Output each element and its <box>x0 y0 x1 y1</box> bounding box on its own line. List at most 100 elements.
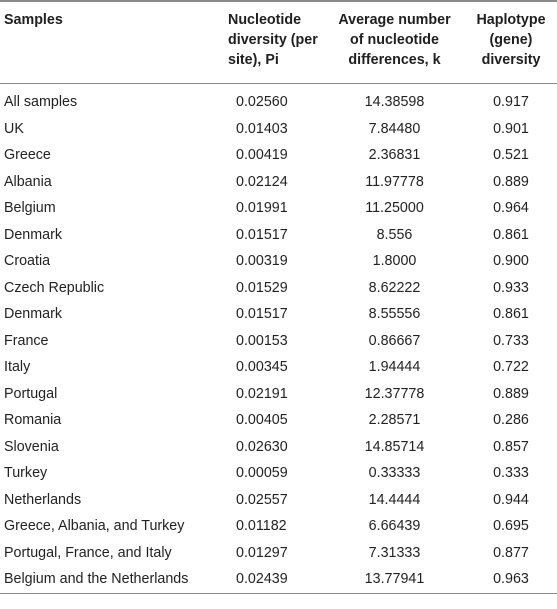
cell-pi: 0.00319 <box>236 253 288 270</box>
table-row: Portugal, France, and Italy 0.01297 7.3133… <box>0 540 557 567</box>
cell-haplotype-diversity: 0.861 <box>493 226 529 243</box>
cell-haplotype-diversity: 0.877 <box>493 544 529 561</box>
table-row: Croatia 0.00319 1.8000 0.900 <box>0 248 557 275</box>
cell-haplotype-diversity: 0.733 <box>493 332 529 349</box>
cell-k: 2.36831 <box>368 147 421 164</box>
cell-haplotype-diversity: 0.964 <box>493 200 529 217</box>
cell-sample: Albania <box>4 173 52 190</box>
cell-pi: 0.02124 <box>236 173 288 190</box>
table-row: Denmark 0.01517 8.55556 0.861 <box>0 301 557 328</box>
table-row: Romania 0.00405 2.28571 0.286 <box>0 407 557 434</box>
cell-pi: 0.01517 <box>236 226 288 243</box>
cell-k: 0.86667 <box>368 332 421 349</box>
cell-sample: Belgium <box>4 200 56 217</box>
cell-k: 8.62222 <box>368 279 421 296</box>
cell-sample: Netherlands <box>4 491 82 508</box>
table-row: Greece, Albania, and Turkey 0.01182 6.6643… <box>0 513 557 540</box>
table-row: Belgium 0.01991 11.25000 0.964 <box>0 195 557 222</box>
cell-pi: 0.01517 <box>236 306 288 323</box>
cell-pi: 0.01403 <box>236 120 288 137</box>
cell-sample: Portugal, France, and Italy <box>4 544 172 561</box>
table-row: Netherlands 0.02557 14.4444 0.944 <box>0 487 557 514</box>
table-row: Italy 0.00345 1.94444 0.722 <box>0 354 557 381</box>
cell-pi: 0.02191 <box>236 385 288 402</box>
cell-sample: Belgium and the Netherlands <box>4 571 189 588</box>
cell-sample: Romania <box>4 412 62 429</box>
cell-sample: Czech Republic <box>4 279 105 296</box>
cell-sample: Turkey <box>4 465 48 482</box>
table-row: Greece 0.00419 2.36831 0.521 <box>0 142 557 169</box>
cell-haplotype-diversity: 0.933 <box>493 279 529 296</box>
cell-pi: 0.02560 <box>236 94 288 111</box>
cell-haplotype-diversity: 0.889 <box>493 173 529 190</box>
cell-k: 12.37778 <box>364 385 425 402</box>
cell-k: 13.77941 <box>364 571 425 588</box>
cell-k: 1.94444 <box>368 359 421 376</box>
cell-pi: 0.01297 <box>236 544 288 561</box>
cell-sample: Portugal <box>4 385 58 402</box>
cell-pi: 0.00419 <box>236 147 288 164</box>
cell-pi: 0.01182 <box>236 518 287 535</box>
table-row: Czech Republic 0.01529 8.62222 0.933 <box>0 275 557 302</box>
cell-pi: 0.02557 <box>236 491 288 508</box>
cell-haplotype-diversity: 0.722 <box>493 359 529 376</box>
cell-sample: Greece, Albania, and Turkey <box>4 518 185 535</box>
table-row: Slovenia 0.02630 14.85714 0.857 <box>0 434 557 461</box>
table-row: France 0.00153 0.86667 0.733 <box>0 328 557 355</box>
cell-pi: 0.02439 <box>236 571 288 588</box>
cell-haplotype-diversity: 0.900 <box>493 253 529 270</box>
cell-k: 14.85714 <box>364 438 425 455</box>
cell-pi: 0.00405 <box>236 412 288 429</box>
table-body: All samples 0.02560 14.38598 0.917 UK 0.01403… <box>0 84 557 593</box>
cell-sample: France <box>4 332 49 349</box>
cell-haplotype-diversity: 0.521 <box>493 147 529 164</box>
cell-k: 6.66439 <box>368 518 421 535</box>
cell-haplotype-diversity: 0.963 <box>493 571 529 588</box>
cell-haplotype-diversity: 0.333 <box>493 465 529 482</box>
cell-sample: Italy <box>4 359 31 376</box>
cell-pi: 0.01529 <box>236 279 288 296</box>
cell-pi: 0.00153 <box>236 332 288 349</box>
table-row: Belgium and the Netherlands 0.02439 13.779… <box>0 566 557 593</box>
cell-haplotype-diversity: 0.944 <box>493 491 529 508</box>
cell-sample: Denmark <box>4 306 62 323</box>
header-haplotype-diversity: Haplotype (gene) diversity <box>476 12 546 68</box>
cell-k: 14.4444 <box>368 491 421 508</box>
cell-k: 11.25000 <box>365 200 424 217</box>
table-row: Turkey 0.00059 0.33333 0.333 <box>0 460 557 487</box>
cell-sample: All samples <box>4 94 78 111</box>
cell-haplotype-diversity: 0.917 <box>493 94 529 111</box>
cell-pi: 0.02630 <box>236 438 288 455</box>
cell-haplotype-diversity: 0.857 <box>493 438 529 455</box>
header-samples: Samples <box>4 12 63 28</box>
cell-k: 8.55556 <box>368 306 421 323</box>
table-row: Denmark 0.01517 8.556 0.861 <box>0 222 557 249</box>
cell-pi: 0.00345 <box>236 359 288 376</box>
cell-k: 14.38598 <box>364 94 425 111</box>
diversity-table: Samples Nucleotide diversity (per site),… <box>0 1 557 593</box>
cell-sample: Slovenia <box>4 438 59 455</box>
cell-k: 1.8000 <box>372 253 417 270</box>
cell-sample: UK <box>4 120 24 137</box>
cell-k: 7.84480 <box>368 120 421 137</box>
cell-haplotype-diversity: 0.889 <box>493 385 529 402</box>
cell-pi: 0.00059 <box>236 465 288 482</box>
cell-haplotype-diversity: 0.901 <box>493 120 529 137</box>
cell-sample: Denmark <box>4 226 62 243</box>
cell-sample: Croatia <box>4 253 51 270</box>
header-average-differences: Average number of nucleotide differences… <box>338 12 451 68</box>
header-row: Samples Nucleotide diversity (per site),… <box>0 1 557 84</box>
table-row: All samples 0.02560 14.38598 0.917 <box>0 84 557 116</box>
cell-k: 11.97778 <box>365 173 424 190</box>
cell-k: 7.31333 <box>368 544 421 561</box>
cell-pi: 0.01991 <box>236 200 288 217</box>
cell-k: 2.28571 <box>368 412 421 429</box>
cell-haplotype-diversity: 0.286 <box>493 412 529 429</box>
table-header: Samples Nucleotide diversity (per site),… <box>0 1 557 84</box>
cell-haplotype-diversity: 0.695 <box>493 518 529 535</box>
table-row: Portugal 0.02191 12.37778 0.889 <box>0 381 557 408</box>
cell-haplotype-diversity: 0.861 <box>493 306 529 323</box>
cell-k: 8.556 <box>376 226 413 243</box>
table-row: UK 0.01403 7.84480 0.901 <box>0 116 557 143</box>
